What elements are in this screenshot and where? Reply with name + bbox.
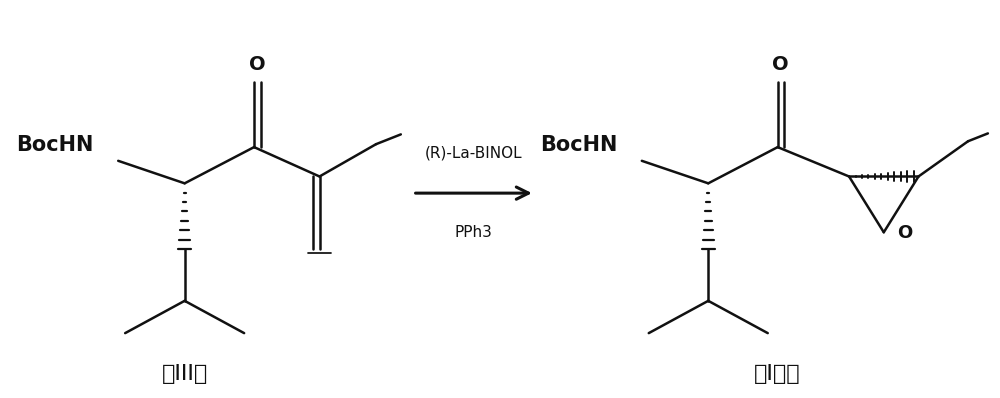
Text: O: O [897, 224, 912, 242]
Text: PPh3: PPh3 [454, 225, 492, 240]
Text: BocHN: BocHN [540, 135, 617, 155]
Text: (R)-La-BINOL: (R)-La-BINOL [424, 146, 522, 161]
Text: O: O [249, 55, 265, 74]
Text: O: O [772, 55, 789, 74]
Text: BocHN: BocHN [16, 135, 93, 155]
Text: （III）: （III） [162, 364, 208, 384]
Text: （I）。: （I）。 [754, 364, 801, 384]
